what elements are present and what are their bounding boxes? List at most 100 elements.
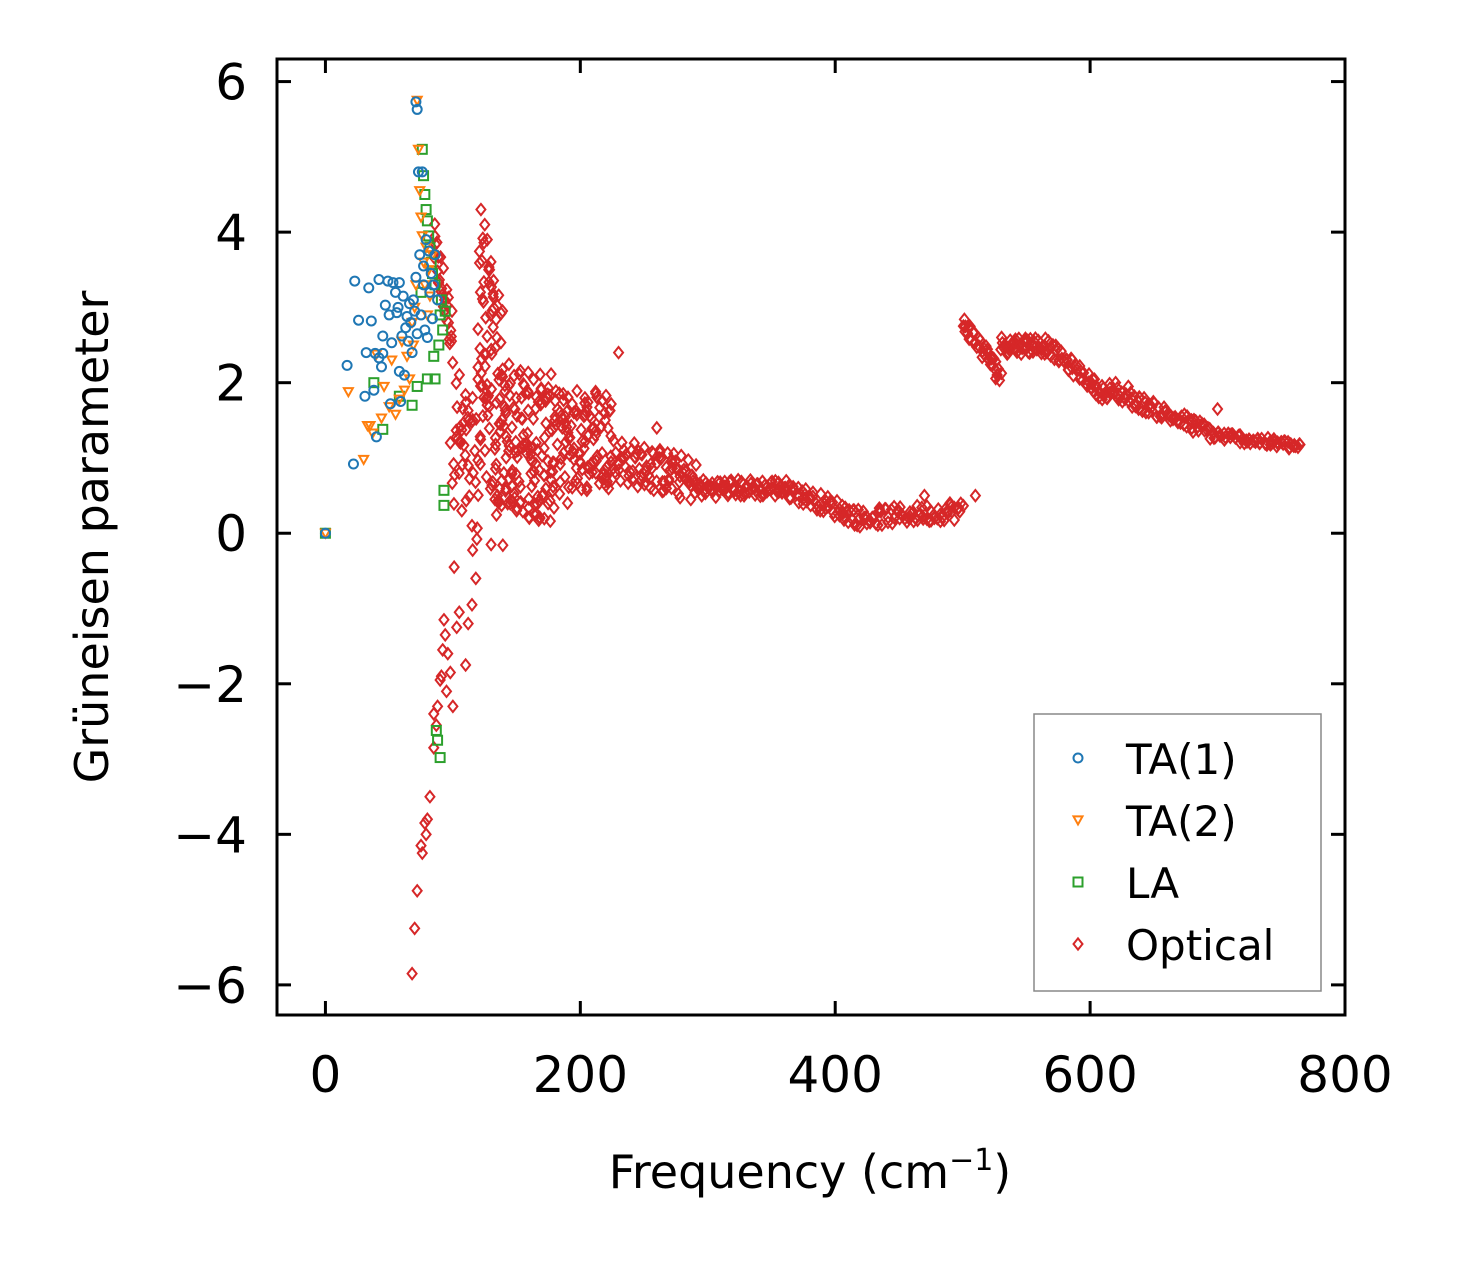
optical-point (542, 380, 555, 396)
optical-point (828, 509, 841, 524)
optical-point (658, 474, 671, 490)
optical-point (544, 464, 557, 480)
optical-point (490, 457, 503, 472)
optical-point (447, 456, 460, 472)
ta2-point (413, 186, 426, 198)
optical-point (448, 467, 461, 483)
la-point (433, 339, 445, 351)
optical-point (804, 490, 817, 505)
optical-point (1088, 371, 1101, 387)
optical-point (948, 512, 961, 528)
optical-point (875, 504, 887, 519)
x-tick-label: 800 (1297, 1046, 1392, 1104)
la-point (429, 373, 441, 385)
la-point (439, 305, 451, 317)
legend-marker-ta1 (1072, 752, 1084, 764)
optical-point (476, 291, 489, 307)
ta1-point (382, 275, 394, 287)
optical-point (863, 512, 876, 528)
x-tick-label: 600 (1042, 1046, 1137, 1104)
la-point (437, 324, 449, 336)
ta1-point (405, 316, 417, 328)
optical-point (437, 260, 450, 276)
optical-point (489, 437, 502, 452)
optical-point (605, 454, 617, 470)
optical-point (570, 404, 583, 419)
optical-point (565, 418, 577, 434)
optical-point (530, 435, 543, 451)
optical-point (668, 446, 680, 462)
optical-point (453, 367, 466, 383)
optical-point (430, 717, 443, 733)
optical-point (463, 489, 476, 504)
optical-point (490, 507, 503, 523)
optical-point (472, 321, 484, 337)
legend-label-la: LA (1126, 859, 1179, 908)
optical-point (842, 514, 854, 530)
optical-point (476, 378, 489, 393)
optical-point (459, 447, 472, 463)
optical-point (438, 612, 450, 628)
ta1-point (402, 335, 414, 347)
optical-point (556, 420, 569, 436)
optical-point (431, 699, 444, 714)
ta1-point (363, 282, 375, 294)
optical-point (553, 486, 566, 502)
la-point (421, 373, 433, 385)
ta1-point (391, 307, 403, 319)
ta1-point (377, 347, 389, 359)
optical-point (957, 498, 970, 514)
ta1-point (387, 277, 399, 289)
optical-point (799, 481, 812, 497)
optical-point (466, 597, 478, 612)
optical-point (1293, 436, 1306, 452)
optical-point (499, 378, 511, 393)
optical-point (561, 495, 574, 511)
optical-point (514, 363, 527, 379)
optical-point (416, 845, 429, 861)
ta1-point (418, 260, 430, 272)
ta1-point (400, 322, 412, 334)
optical-point (458, 438, 470, 453)
optical-point (525, 452, 537, 467)
y-tick-label: 4 (215, 204, 247, 262)
optical-point (586, 464, 599, 480)
optical-point (872, 517, 884, 533)
la-point (432, 734, 444, 746)
optical-point (536, 488, 548, 503)
ta1-point (406, 347, 418, 359)
legend-label-ta1: TA(1) (1125, 735, 1237, 784)
optical-point (769, 473, 782, 489)
optical-point (867, 510, 879, 525)
y-tick-label: 2 (215, 355, 247, 413)
optical-point (1019, 333, 1032, 348)
optical-point (1134, 390, 1146, 406)
optical-point (1138, 390, 1150, 406)
optical-point (812, 498, 824, 514)
optical-point (493, 372, 505, 388)
optical-point (591, 448, 604, 464)
optical-point (958, 312, 971, 327)
optical-point (590, 465, 602, 481)
y-tick-label: 0 (215, 505, 247, 563)
optical-point (439, 627, 452, 643)
optical-point (450, 620, 463, 635)
optical-point (459, 387, 472, 403)
optical-point (574, 455, 587, 471)
optical-point (916, 500, 928, 515)
optical-point (421, 812, 434, 827)
optical-point (472, 487, 484, 503)
la-point (435, 294, 447, 306)
ta1-point (418, 279, 430, 291)
ta1-point (414, 249, 426, 261)
ta1-point (376, 361, 388, 373)
optical-point (523, 510, 536, 526)
optical-point (665, 481, 678, 496)
optical-point (776, 484, 788, 499)
optical-point (945, 499, 958, 515)
optical-point (581, 479, 593, 495)
ta1-point (425, 268, 437, 280)
optical-point (483, 275, 495, 290)
ta1-point (410, 96, 422, 108)
optical-point (466, 542, 479, 558)
